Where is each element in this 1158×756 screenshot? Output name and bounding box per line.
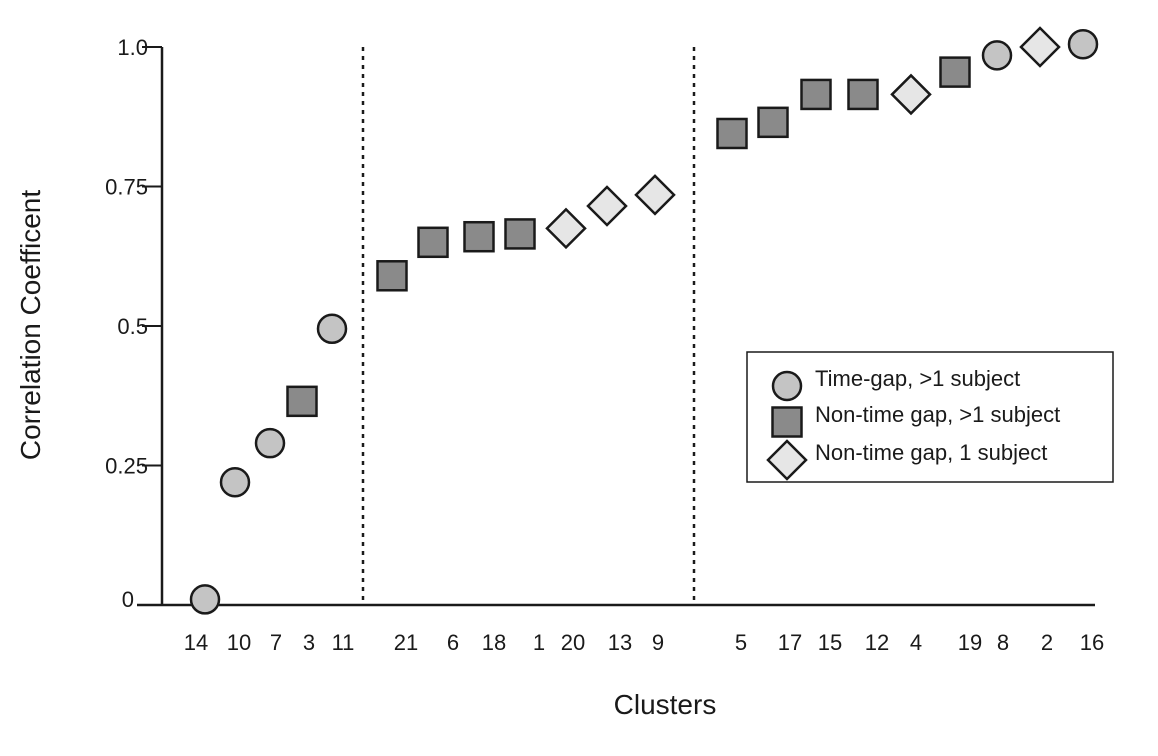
legend: Time-gap, >1 subject Non-time gap, >1 sub… xyxy=(746,351,1114,483)
x-tick-label: 2 xyxy=(1041,630,1053,655)
circle-point-cluster-8 xyxy=(981,40,1013,71)
y-tick-label: 1.0 xyxy=(117,35,148,60)
x-tick-label: 10 xyxy=(227,630,251,655)
x-tick-label: 14 xyxy=(184,630,208,655)
x-tick-label: 15 xyxy=(818,630,842,655)
x-category-labels: 14 10 7 3 11 21 6 18 1 20 13 9 5 17 15 12 4 19 8 2 16 xyxy=(184,630,1104,655)
diamond-point-cluster-9 xyxy=(634,174,676,216)
square-point-cluster-1 xyxy=(504,218,536,250)
y-tick-label: 0 xyxy=(122,587,134,612)
x-tick-label: 5 xyxy=(735,630,747,655)
square-point-cluster-3 xyxy=(286,385,318,418)
square-point-cluster-18 xyxy=(463,220,495,253)
y-ticks: 0 0.25 0.5 0.75 1.0 xyxy=(105,35,162,612)
legend-label: Non-time gap, 1 subject xyxy=(815,440,1047,465)
diamond-point-cluster-4 xyxy=(890,73,932,116)
square-point-cluster-15 xyxy=(800,78,832,111)
diamond-point-cluster-13 xyxy=(586,185,628,227)
x-tick-label: 13 xyxy=(608,630,632,655)
diamond-point-cluster-20 xyxy=(545,207,587,250)
x-tick-label: 20 xyxy=(561,630,585,655)
legend-circle-icon xyxy=(771,370,803,402)
circle-point-cluster-11 xyxy=(316,313,348,345)
circle-point-cluster-14 xyxy=(189,584,221,615)
square-point-cluster-17 xyxy=(757,106,789,139)
y-tick-label: 0.25 xyxy=(105,454,148,479)
x-tick-label: 16 xyxy=(1080,630,1104,655)
legend-diamond-icon xyxy=(766,439,808,481)
legend-box xyxy=(746,351,1114,483)
axes xyxy=(137,47,1095,607)
y-axis-label: Correlation Coefficent xyxy=(15,190,46,461)
x-tick-label: 8 xyxy=(997,630,1009,655)
x-tick-label: 19 xyxy=(958,630,982,655)
legend-label: Non-time gap, >1 subject xyxy=(815,402,1060,427)
x-tick-label: 11 xyxy=(332,630,355,655)
x-tick-label: 12 xyxy=(865,630,889,655)
data-points xyxy=(189,26,1099,615)
x-tick-label: 3 xyxy=(303,630,315,655)
square-point-cluster-6 xyxy=(417,226,449,259)
x-axis-label: Clusters xyxy=(614,689,717,720)
legend-label: Time-gap, >1 subject xyxy=(815,366,1020,391)
circle-point-cluster-10 xyxy=(219,466,251,498)
x-tick-label: 18 xyxy=(482,630,506,655)
y-tick-label: 0.75 xyxy=(105,175,148,200)
x-tick-label: 17 xyxy=(778,630,802,655)
group-separators xyxy=(361,47,696,605)
x-tick-label: 4 xyxy=(910,630,922,655)
square-point-cluster-12 xyxy=(847,78,879,111)
x-tick-label: 7 xyxy=(270,630,282,655)
circle-point-cluster-7 xyxy=(254,427,286,459)
legend-square-icon xyxy=(771,406,803,438)
square-point-cluster-19 xyxy=(939,56,971,88)
y-tick-label: 0.5 xyxy=(117,314,148,339)
square-point-cluster-21 xyxy=(376,260,408,292)
x-tick-label: 1 xyxy=(533,630,545,655)
x-tick-label: 9 xyxy=(652,630,664,655)
x-tick-label: 21 xyxy=(394,630,418,655)
square-point-cluster-5 xyxy=(716,117,748,150)
x-tick-label: 6 xyxy=(447,630,459,655)
circle-point-cluster-16 xyxy=(1067,28,1099,60)
diamond-point-cluster-2 xyxy=(1019,26,1061,68)
